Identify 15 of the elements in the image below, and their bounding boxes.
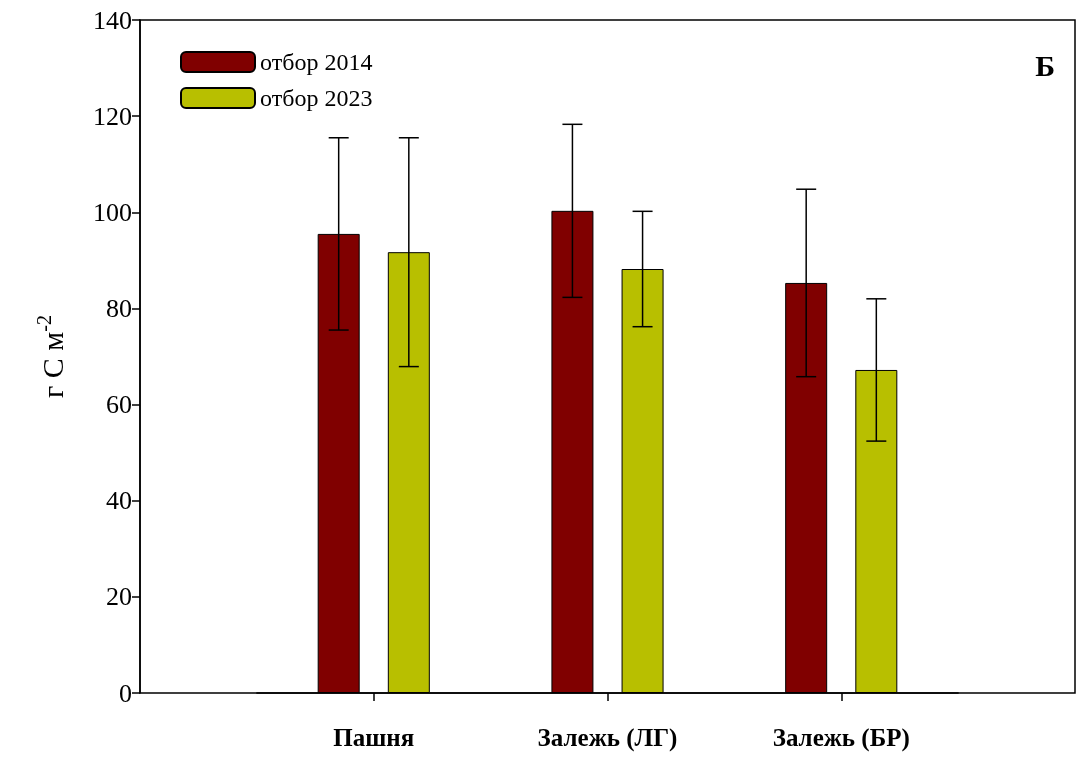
- y-axis-title: г С м-2: [33, 315, 69, 398]
- annotation: Б: [1035, 48, 1056, 82]
- legend-label: отбор 2014: [260, 49, 373, 75]
- y-tick-label: 40: [106, 486, 132, 516]
- y-tick-label: 20: [106, 582, 132, 612]
- y-tick-label: 120: [93, 101, 132, 131]
- y-tick-label: 140: [93, 5, 132, 35]
- y-tick-label: 80: [106, 293, 132, 323]
- y-tick-label: 100: [93, 197, 132, 227]
- y-tick-label: 60: [106, 390, 132, 420]
- y-tick-label: 0: [119, 678, 132, 708]
- x-tick-label: Залежь (ЛГ): [537, 724, 678, 752]
- x-tick-label: Залежь (БР): [772, 724, 910, 752]
- legend-label: отбор 2023: [260, 85, 373, 111]
- x-tick-label: Пашня: [333, 724, 415, 751]
